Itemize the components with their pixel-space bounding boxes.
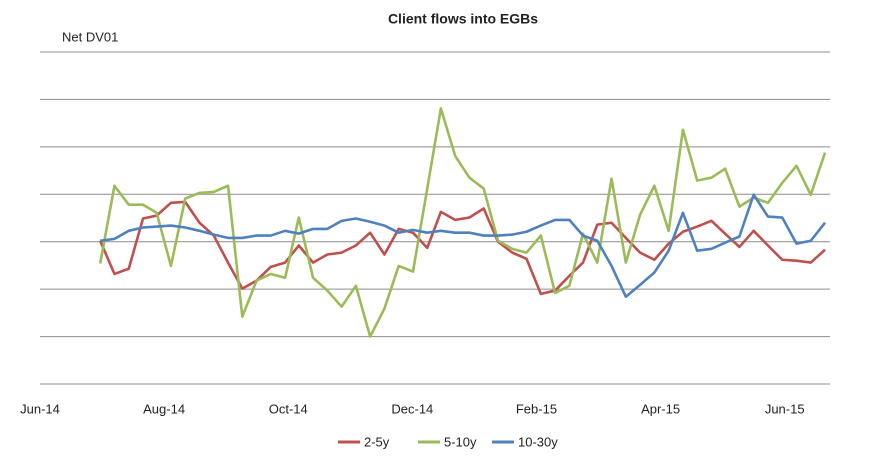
legend-label: 2-5y [364, 434, 390, 449]
y-axis-label: Net DV01 [62, 29, 118, 44]
x-tick-label: Apr-15 [641, 401, 680, 416]
x-tick-label: Jun-14 [20, 401, 60, 416]
x-tick-label: Aug-14 [143, 401, 185, 416]
x-tick-label: Dec-14 [391, 401, 433, 416]
legend-label: 5-10y [444, 434, 477, 449]
x-tick-label: Jun-15 [765, 401, 805, 416]
chart-title: Client flows into EGBs [388, 11, 538, 27]
line-series [98, 107, 827, 338]
legend-label: 10-30y [518, 434, 558, 449]
line-series [99, 200, 826, 296]
x-tick-label: Oct-14 [269, 401, 308, 416]
x-tick-label: Feb-15 [516, 401, 557, 416]
line-series [100, 193, 827, 299]
